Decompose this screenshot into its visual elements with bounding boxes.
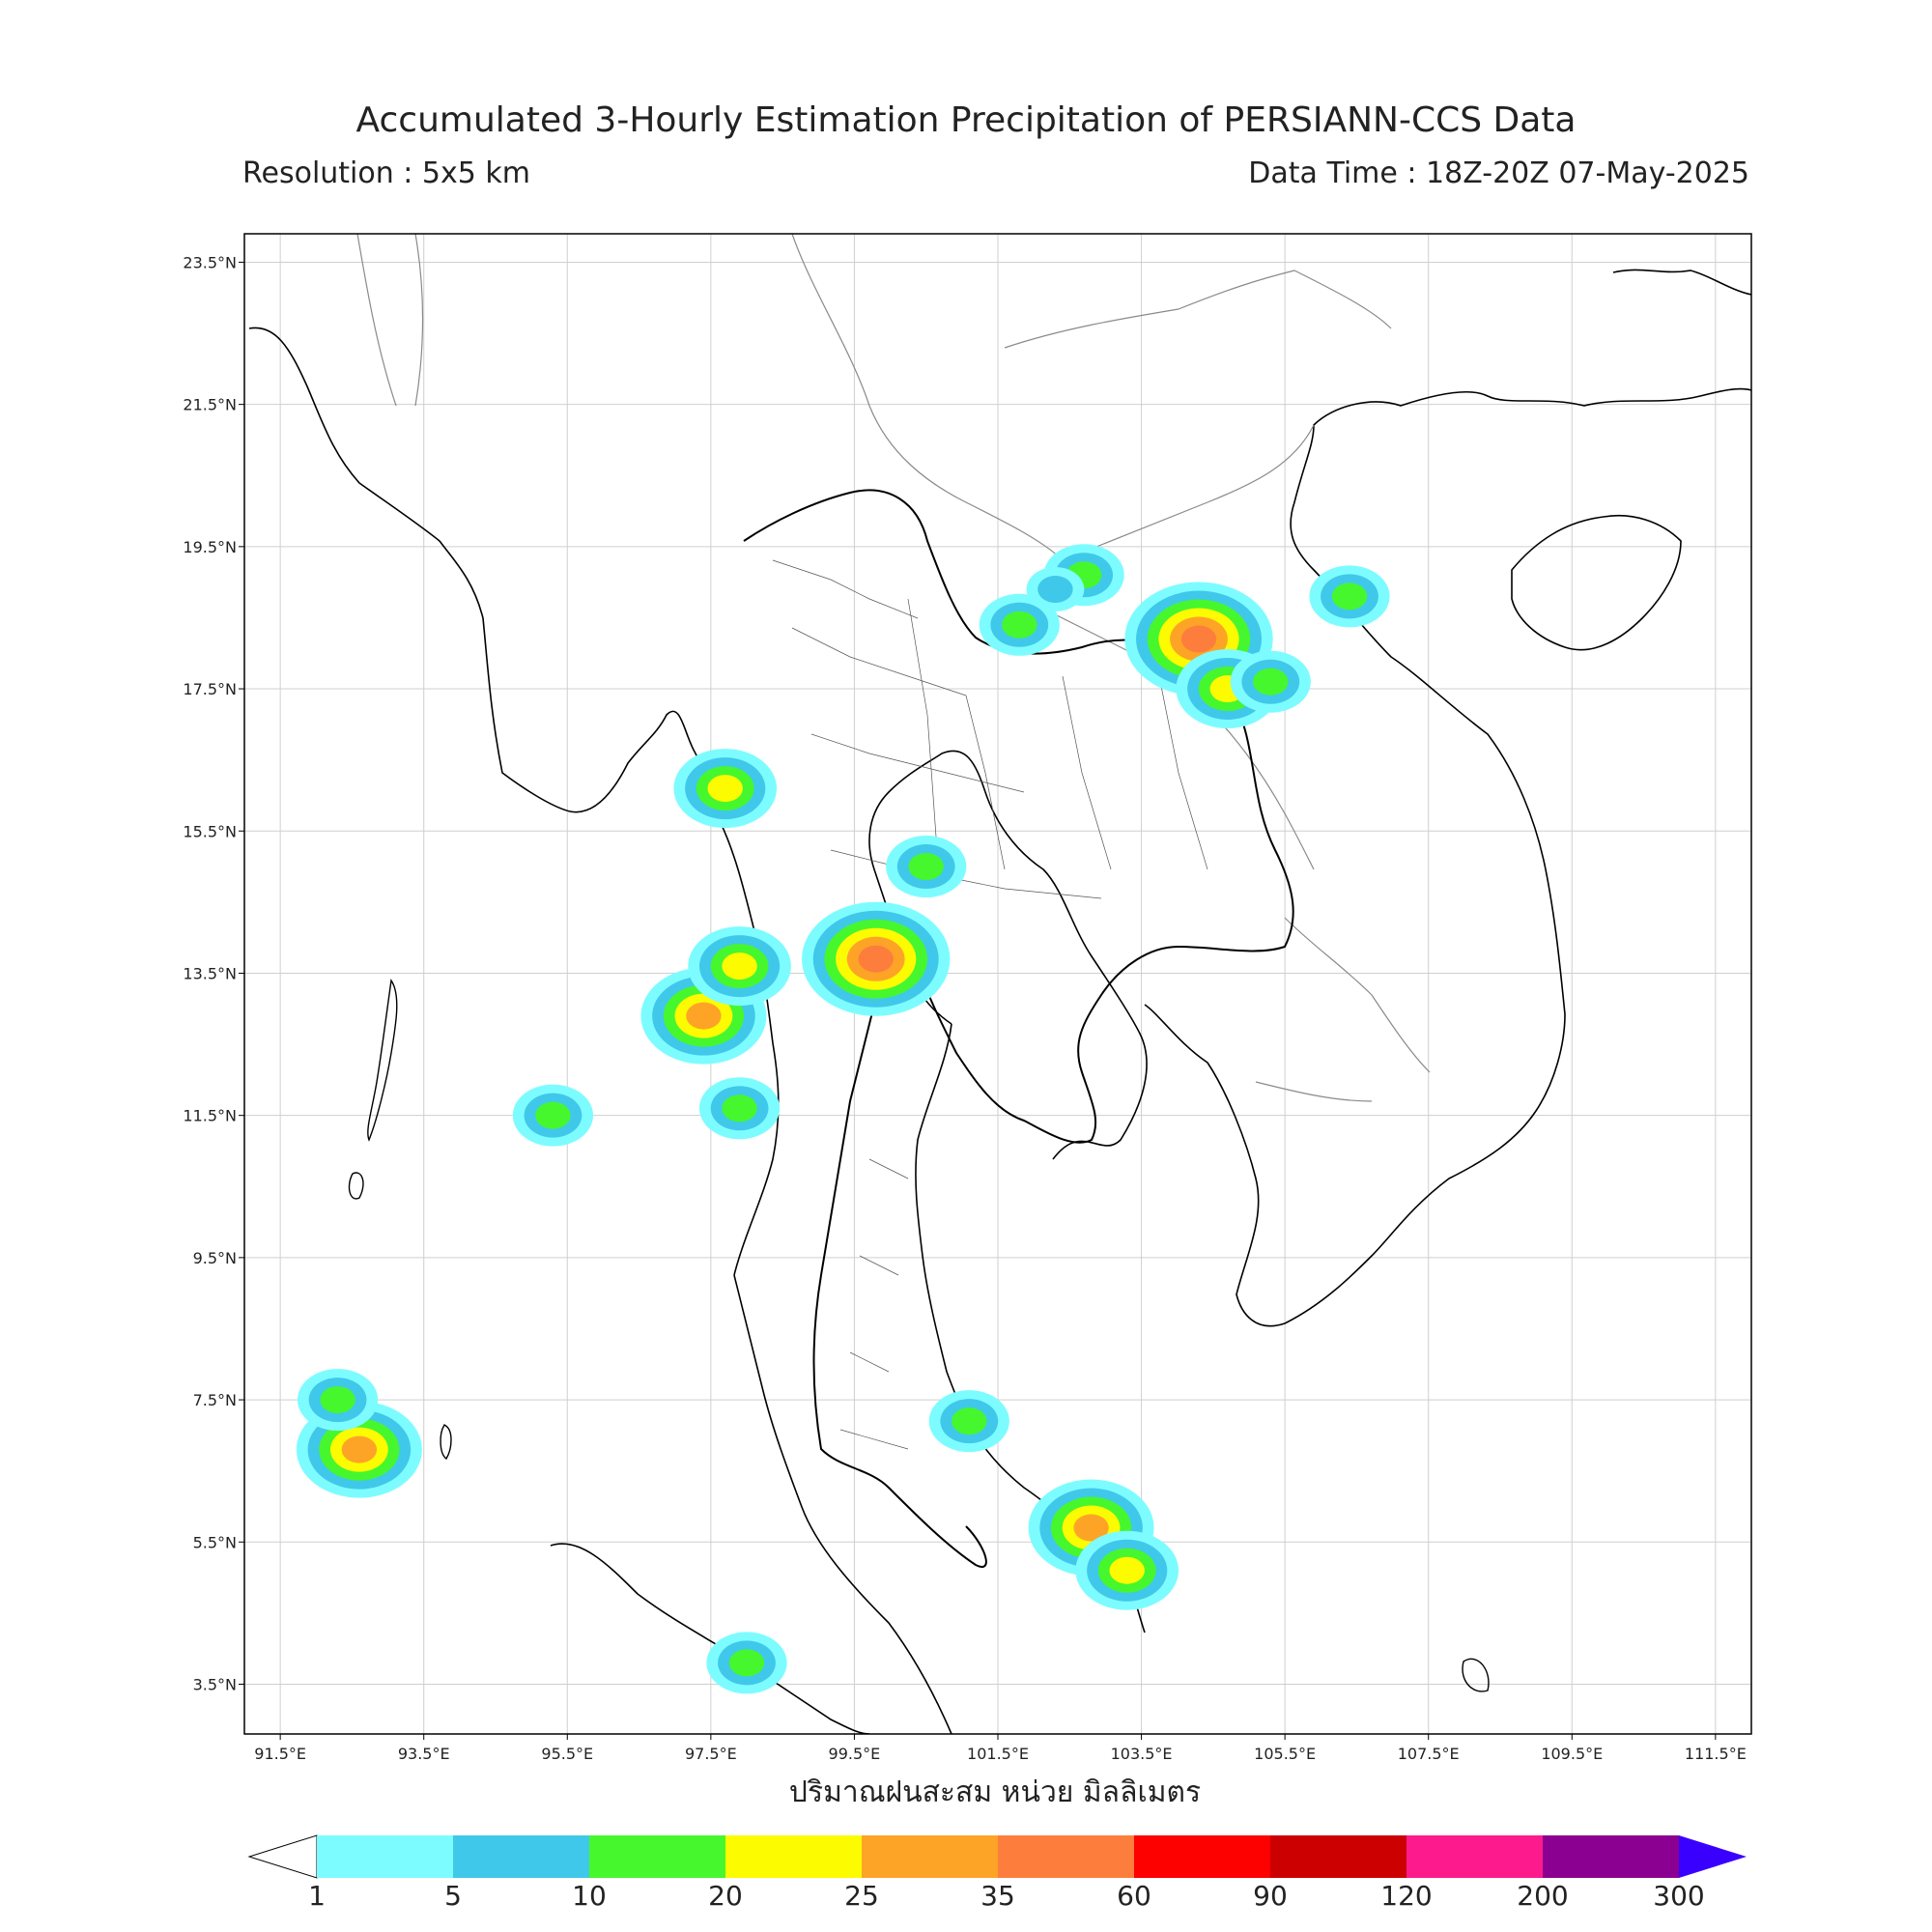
colorbar-label: 10 (572, 1880, 607, 1912)
rain-cell (1075, 1530, 1179, 1610)
coastline-myanmar (248, 327, 780, 1276)
colorbar-swatch (1543, 1835, 1679, 1878)
lat-tick-label: 23.5°N (183, 253, 237, 271)
rain-cell (886, 836, 967, 898)
colorbar-swatch (453, 1835, 589, 1878)
rain-cell (512, 1084, 594, 1147)
lat-tick-label: 15.5°N (183, 822, 237, 840)
colorbar-swatch (1406, 1835, 1543, 1878)
lat-tick-label: 11.5°N (183, 1107, 237, 1125)
colorbar-label: 5 (444, 1880, 462, 1912)
colorbar-label: 20 (708, 1880, 743, 1912)
rain-contour (722, 952, 757, 980)
colorbar-label: 300 (1653, 1880, 1705, 1912)
lon-tick-label: 107.5°E (1398, 1745, 1460, 1763)
lon-tick-label: 101.5°E (967, 1745, 1029, 1763)
units-label: ปริมาณฝนสะสม หน่วย มิลลิเมตร (788, 1776, 1202, 1809)
lat-tick-label: 7.5°N (193, 1391, 237, 1409)
lat-tick-label: 9.5°N (193, 1249, 237, 1267)
colorbar-swatch (862, 1835, 998, 1878)
lon-tick-label: 109.5°E (1541, 1745, 1603, 1763)
colorbar-swatch (725, 1835, 862, 1878)
colorbar-swatch (998, 1835, 1134, 1878)
colorbar-label: 120 (1380, 1880, 1433, 1912)
rain-contour (1180, 625, 1217, 653)
coastline-vietnam (1144, 387, 1751, 1327)
lon-tick-label: 97.5°E (685, 1745, 737, 1763)
rain-cell (928, 1390, 1009, 1453)
rain-contour (908, 853, 944, 881)
colorbar-label: 35 (980, 1880, 1015, 1912)
rain-contour (1037, 576, 1073, 604)
rain-contour (320, 1386, 355, 1414)
coastline-gulf-east (868, 750, 1148, 1160)
lat-tick-label: 21.5°N (183, 396, 237, 414)
lat-tick-label: 5.5°N (193, 1533, 237, 1551)
lat-tick-label: 19.5°N (183, 538, 237, 556)
colorbar-swatch (1134, 1835, 1270, 1878)
coastline-andaman (367, 979, 398, 1142)
lon-tick-label: 95.5°E (541, 1745, 593, 1763)
coastline-island (348, 1172, 364, 1200)
rain-cell (1026, 567, 1085, 612)
rain-cell (673, 749, 778, 829)
rain-contour (686, 1002, 722, 1030)
colorbar-label: 1 (308, 1880, 326, 1912)
rain-cell (1230, 650, 1311, 713)
colorbar-under-arrow (247, 1834, 318, 1879)
map-gridlines (244, 234, 1751, 1734)
colorbar-label: 200 (1517, 1880, 1569, 1912)
lat-tick-label: 17.5°N (183, 680, 237, 698)
rain-contour (1253, 668, 1289, 696)
rain-contour (1073, 1514, 1109, 1542)
lon-tick-label: 93.5°E (398, 1745, 450, 1763)
map-title: Accumulated 3-Hourly Estimation Precipit… (355, 100, 1577, 140)
rain-cell (297, 1369, 379, 1432)
lat-tick-label: 3.5°N (193, 1675, 237, 1693)
lon-tick-label: 111.5°E (1685, 1745, 1747, 1763)
lon-tick-label: 103.5°E (1111, 1745, 1173, 1763)
rain-contour (535, 1101, 571, 1129)
colorbar-label: 90 (1253, 1880, 1288, 1912)
rain-cell (979, 593, 1060, 656)
rain-contour (1002, 611, 1037, 639)
colorbar-label: 60 (1117, 1880, 1151, 1912)
coastline-china (1612, 269, 1751, 296)
rain-cell (688, 926, 791, 1007)
lat-tick-label: 13.5°N (183, 964, 237, 982)
coastline-peninsula-west (733, 1274, 952, 1734)
rain-cell (706, 1632, 787, 1694)
lon-tick-label: 91.5°E (254, 1745, 306, 1763)
rain-contour (952, 1407, 987, 1435)
lon-tick-label: 99.5°E (829, 1745, 881, 1763)
rain-cell (698, 1077, 781, 1140)
coastline-borneo-island (1462, 1658, 1490, 1692)
rain-contour (858, 945, 894, 973)
data-time-label: Data Time : 18Z-20Z 07-May-2025 (1248, 156, 1749, 190)
rain-contour (722, 1094, 757, 1122)
precipitation-cells (296, 544, 1390, 1694)
resolution-label: Resolution : 5x5 km (242, 156, 530, 190)
rain-contour (728, 1649, 765, 1677)
rain-cell (1028, 1479, 1154, 1577)
colorbar-over-arrow (1679, 1835, 1747, 1878)
axis-ticks: 23.5°N 21.5°N 19.5°N 17.5°N 15.5°N 13.5°N 11.5… (183, 253, 1746, 1763)
rain-cell (802, 901, 951, 1016)
rain-contour (341, 1435, 378, 1463)
colorbar-swatch (317, 1835, 453, 1878)
coastline-nicobar (440, 1424, 452, 1461)
rain-contour (707, 775, 743, 803)
rain-contour (1109, 1556, 1145, 1584)
lon-tick-label: 105.5°E (1254, 1745, 1316, 1763)
rain-cell (1309, 565, 1390, 628)
colorbar (247, 1834, 1747, 1879)
thailand-border (743, 489, 1294, 1568)
colorbar-swatch (1270, 1835, 1406, 1878)
rain-contour (1331, 582, 1368, 611)
colorbar-label: 25 (844, 1880, 879, 1912)
coastline-hainan (1511, 514, 1682, 651)
colorbar-swatch (589, 1835, 725, 1878)
